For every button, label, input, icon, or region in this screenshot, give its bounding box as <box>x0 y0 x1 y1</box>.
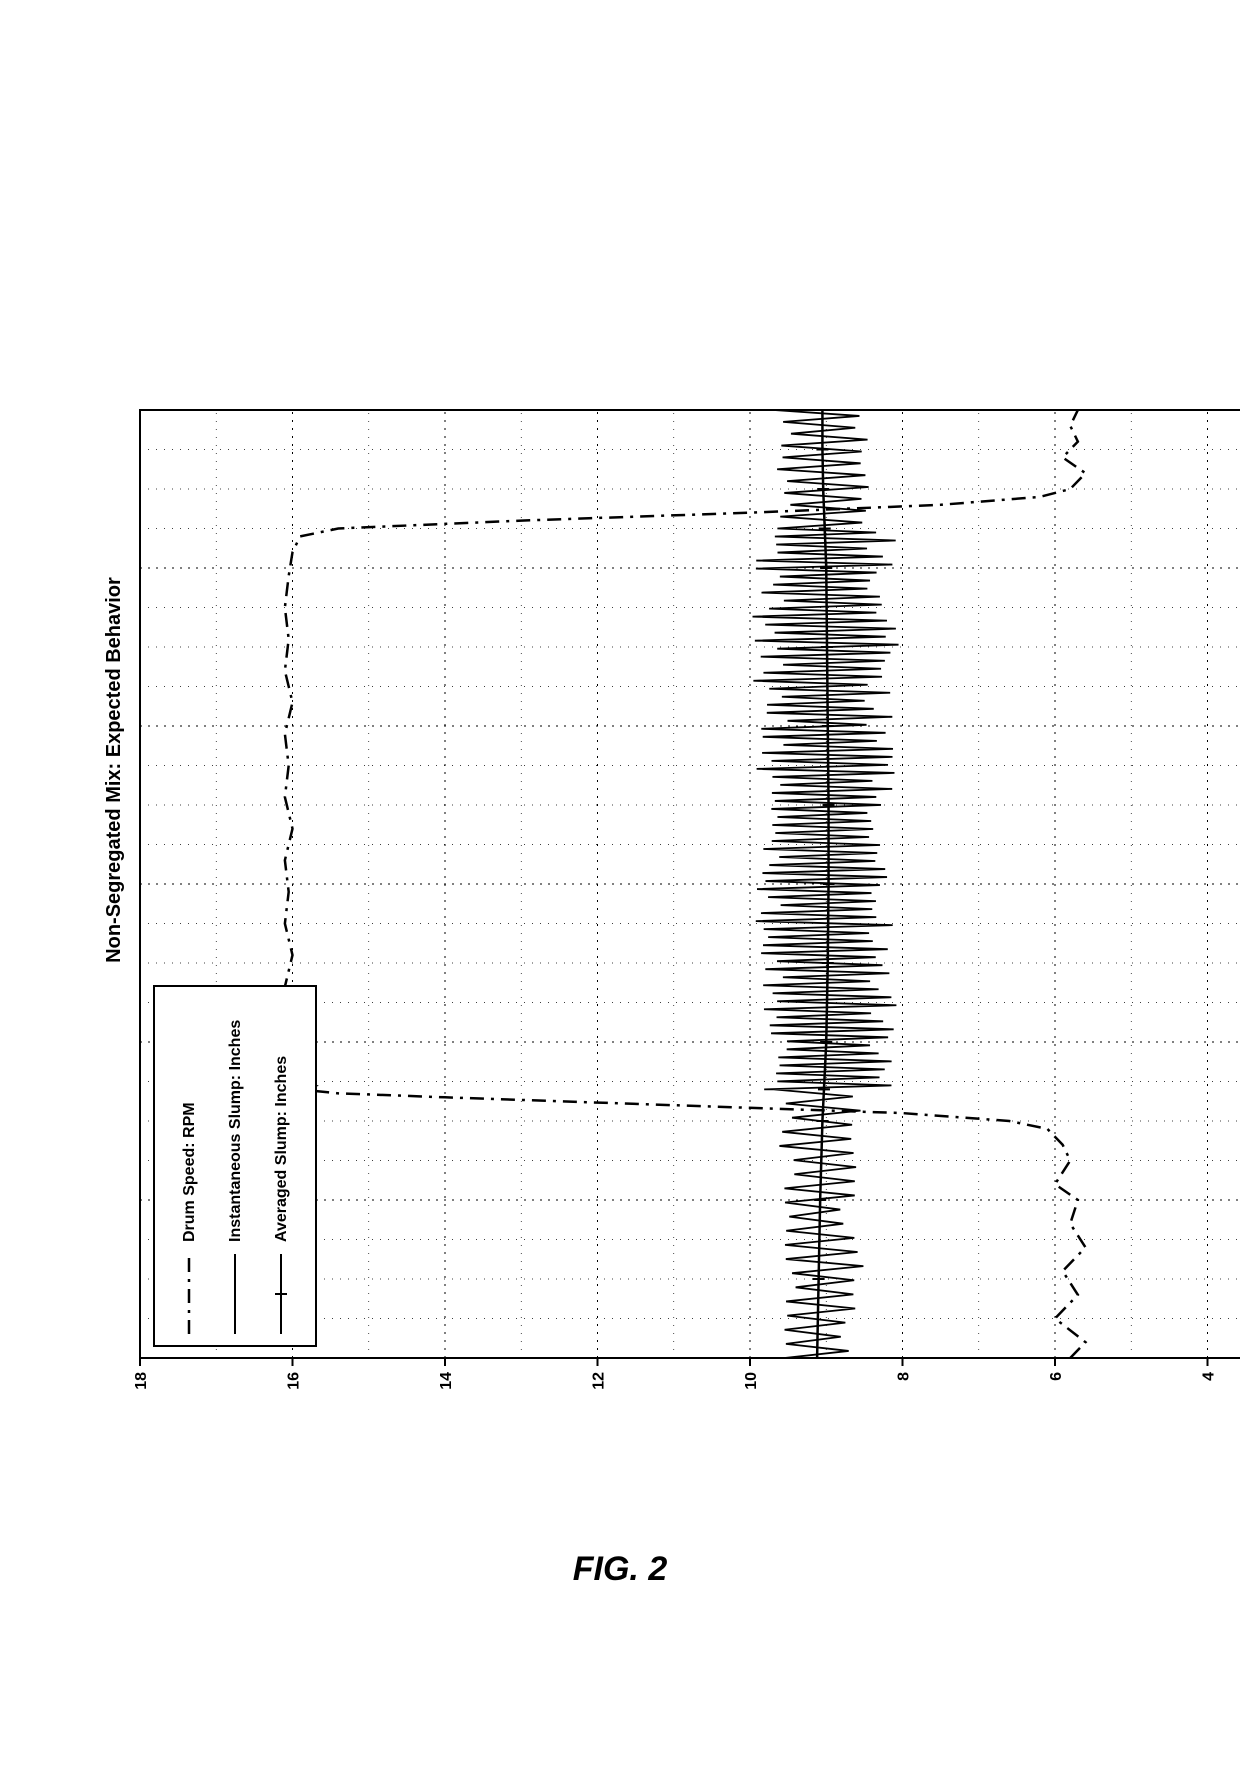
svg-text:6: 6 <box>1048 1372 1065 1381</box>
svg-text:18: 18 <box>133 1372 150 1390</box>
svg-text:Averaged Slump: Inches: Averaged Slump: Inches <box>273 1056 290 1242</box>
svg-text:14: 14 <box>438 1372 455 1390</box>
svg-text:Non-Segregated Mix: Expected B: Non-Segregated Mix: Expected Behavior <box>103 577 125 963</box>
svg-text:16: 16 <box>286 1372 303 1390</box>
svg-text:12: 12 <box>591 1372 608 1390</box>
svg-text:10: 10 <box>743 1372 760 1390</box>
svg-text:Drum Speed: RPM: Drum Speed: RPM <box>181 1102 198 1242</box>
figure-caption: FIG. 2 <box>0 1550 1240 1589</box>
svg-text:4: 4 <box>1201 1372 1218 1381</box>
chart-svg: Non-Segregated Mix: Expected Behavior21.… <box>0 0 1240 1770</box>
svg-text:8: 8 <box>896 1372 913 1381</box>
svg-text:Instantaneous Slump: Inches: Instantaneous Slump: Inches <box>227 1020 244 1242</box>
